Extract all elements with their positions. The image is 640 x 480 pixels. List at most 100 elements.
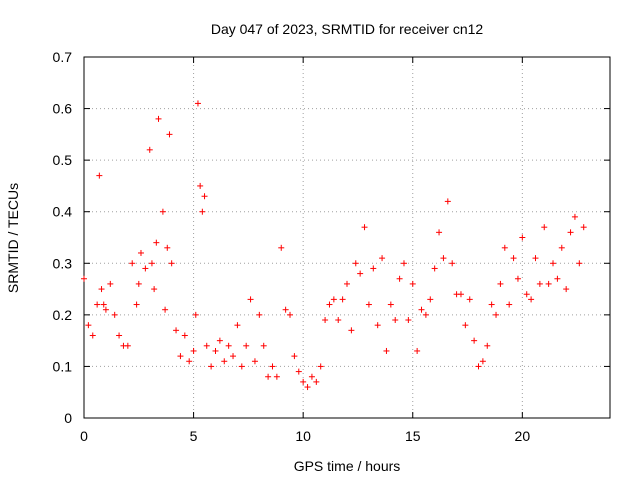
data-point bbox=[192, 311, 199, 318]
y-tick-label: 0 bbox=[64, 410, 72, 426]
data-point bbox=[177, 353, 184, 360]
data-point bbox=[580, 224, 587, 231]
data-point bbox=[514, 275, 521, 282]
data-point bbox=[135, 280, 142, 287]
data-point bbox=[563, 286, 570, 293]
data-point bbox=[81, 275, 87, 282]
data-point bbox=[541, 224, 548, 231]
data-point bbox=[409, 280, 416, 287]
data-point bbox=[251, 358, 258, 365]
data-point bbox=[449, 260, 456, 267]
data-point bbox=[181, 332, 188, 339]
data-point bbox=[506, 301, 513, 308]
data-point bbox=[151, 286, 158, 293]
data-point bbox=[291, 353, 298, 360]
data-point bbox=[273, 373, 280, 380]
data-point bbox=[379, 255, 386, 262]
y-tick-label: 0.5 bbox=[53, 152, 73, 168]
data-point bbox=[102, 306, 109, 313]
data-point bbox=[173, 327, 180, 334]
data-point bbox=[374, 322, 381, 329]
data-point bbox=[260, 342, 267, 349]
x-tick-label: 10 bbox=[295, 428, 311, 444]
data-point bbox=[100, 301, 107, 308]
data-point bbox=[146, 146, 153, 153]
data-point bbox=[269, 363, 276, 370]
data-point bbox=[199, 208, 206, 215]
data-point bbox=[444, 198, 451, 205]
data-point bbox=[471, 337, 478, 344]
axis-ticks: 0 0.1 0.2 0.3 0.4 0.5 0.6 0.7 0 5 10 15 20 bbox=[53, 49, 610, 444]
data-point bbox=[479, 358, 486, 365]
data-point bbox=[484, 342, 491, 349]
x-tick-label: 0 bbox=[80, 428, 88, 444]
data-point bbox=[282, 306, 289, 313]
data-point bbox=[256, 311, 263, 318]
y-tick-label: 0.4 bbox=[53, 204, 73, 220]
data-point bbox=[536, 280, 543, 287]
data-point bbox=[300, 378, 307, 385]
data-point bbox=[265, 373, 272, 380]
data-point bbox=[545, 280, 552, 287]
y-tick-label: 0.2 bbox=[53, 307, 73, 323]
data-point bbox=[186, 358, 193, 365]
data-point bbox=[116, 332, 123, 339]
data-point bbox=[225, 342, 232, 349]
x-tick-label: 15 bbox=[405, 428, 421, 444]
data-point bbox=[129, 260, 136, 267]
data-point bbox=[162, 306, 169, 313]
data-point bbox=[221, 358, 228, 365]
data-point bbox=[197, 182, 204, 189]
data-point bbox=[370, 265, 377, 272]
data-point bbox=[155, 115, 162, 122]
data-point bbox=[243, 342, 250, 349]
data-point bbox=[462, 322, 469, 329]
y-tick-label: 0.6 bbox=[53, 101, 73, 117]
y-tick-label: 0.7 bbox=[53, 49, 73, 65]
data-point bbox=[201, 193, 208, 200]
data-point bbox=[208, 363, 215, 370]
data-point bbox=[361, 224, 368, 231]
data-point bbox=[89, 332, 96, 339]
data-point bbox=[528, 296, 535, 303]
data-point bbox=[94, 301, 101, 308]
data-point bbox=[554, 275, 561, 282]
data-point bbox=[352, 260, 359, 267]
data-point bbox=[322, 317, 329, 324]
data-point bbox=[308, 373, 315, 380]
data-point bbox=[431, 265, 438, 272]
y-tick-label: 0.1 bbox=[53, 358, 73, 374]
data-point bbox=[96, 172, 103, 179]
data-point bbox=[148, 260, 155, 267]
data-point bbox=[493, 311, 500, 318]
data-point bbox=[164, 244, 171, 251]
data-point bbox=[216, 337, 223, 344]
data-point bbox=[278, 244, 285, 251]
data-point bbox=[497, 280, 504, 287]
data-point bbox=[396, 275, 403, 282]
data-point bbox=[571, 213, 578, 220]
data-point bbox=[387, 301, 394, 308]
data-point bbox=[558, 244, 565, 251]
data-point bbox=[168, 260, 175, 267]
data-points bbox=[81, 100, 587, 391]
gridlines bbox=[84, 57, 610, 418]
data-point bbox=[510, 255, 517, 262]
data-point bbox=[107, 280, 114, 287]
data-point bbox=[436, 229, 443, 236]
data-point bbox=[317, 363, 324, 370]
data-point bbox=[576, 260, 583, 267]
x-axis-label: GPS time / hours bbox=[294, 458, 401, 474]
data-point bbox=[357, 270, 364, 277]
data-point bbox=[405, 317, 412, 324]
data-point bbox=[133, 301, 140, 308]
data-point bbox=[532, 255, 539, 262]
data-point bbox=[550, 260, 557, 267]
data-point bbox=[85, 322, 92, 329]
data-point bbox=[335, 317, 342, 324]
data-point bbox=[159, 208, 166, 215]
data-point bbox=[383, 347, 390, 354]
data-point bbox=[339, 296, 346, 303]
chart-title: Day 047 of 2023, SRMTID for receiver cn1… bbox=[211, 21, 484, 37]
data-point bbox=[304, 384, 311, 391]
